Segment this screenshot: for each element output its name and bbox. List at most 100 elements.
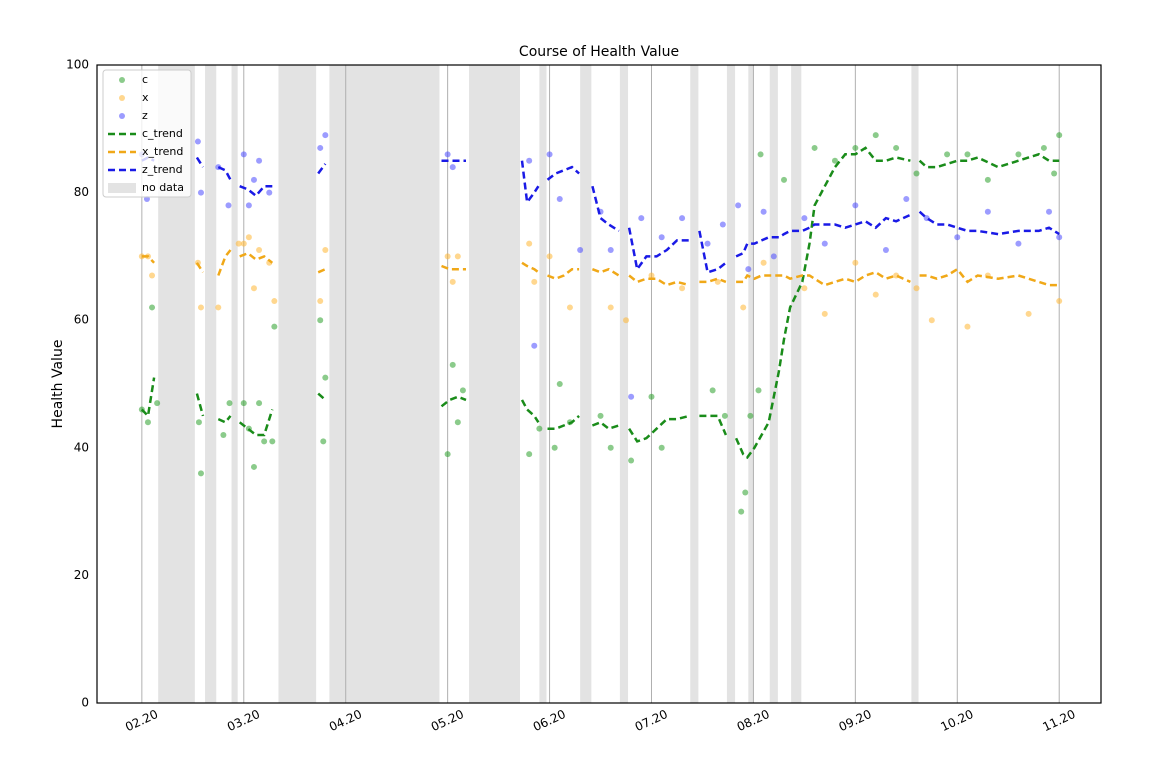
point <box>197 470 204 477</box>
plot-frame <box>96 64 1102 704</box>
point <box>551 444 558 451</box>
legend-marker <box>119 77 125 83</box>
point <box>1056 298 1063 305</box>
legend-label: c <box>142 73 148 86</box>
point <box>607 444 614 451</box>
point <box>882 247 889 254</box>
point <box>740 304 747 311</box>
point <box>245 234 252 241</box>
point <box>628 393 635 400</box>
point <box>852 202 859 209</box>
point <box>444 451 451 458</box>
point <box>266 189 273 196</box>
legend-marker <box>119 95 125 101</box>
point <box>738 508 745 515</box>
point <box>240 151 247 158</box>
x-tick-label: 02.20 <box>123 707 160 734</box>
no-data-span <box>690 65 699 703</box>
point <box>195 419 202 426</box>
point <box>801 215 808 222</box>
point <box>893 144 900 151</box>
point <box>658 444 665 451</box>
point <box>944 151 951 158</box>
no-data-span <box>539 65 547 703</box>
point <box>597 412 604 419</box>
point <box>250 176 257 183</box>
point <box>852 144 859 151</box>
point <box>556 381 563 387</box>
y-tick-label: 40 <box>74 440 89 454</box>
no-data-span <box>329 65 440 703</box>
point <box>679 285 686 292</box>
point <box>317 317 324 324</box>
point <box>444 151 451 158</box>
no-data-span <box>726 65 736 703</box>
point <box>235 240 242 247</box>
point <box>1015 240 1022 247</box>
point <box>454 419 461 426</box>
point <box>607 304 614 311</box>
point <box>245 202 252 209</box>
x-tick-label: 06.20 <box>531 707 568 734</box>
point <box>747 412 754 419</box>
point <box>526 240 533 247</box>
y-tick-label: 0 <box>81 696 89 710</box>
point <box>721 412 728 419</box>
point <box>984 208 991 215</box>
legend-label: x <box>142 91 149 104</box>
point <box>154 400 161 407</box>
point <box>821 240 828 247</box>
point <box>577 247 584 254</box>
y-tick-label: 20 <box>74 568 89 582</box>
point <box>770 253 777 260</box>
point <box>317 298 324 305</box>
legend-label: z_trend <box>142 163 183 176</box>
point <box>322 132 329 139</box>
no-data-span <box>580 65 592 703</box>
point <box>638 215 645 222</box>
y-tick-label: 80 <box>74 185 89 199</box>
y-tick-label: 60 <box>74 313 89 327</box>
point <box>623 317 630 324</box>
point <box>317 144 324 151</box>
point <box>1025 310 1032 317</box>
point <box>531 278 538 285</box>
point <box>1051 170 1058 177</box>
x-tick-label: 07.20 <box>633 707 670 734</box>
point <box>149 272 156 279</box>
point <box>526 451 533 458</box>
no-data-span <box>469 65 521 703</box>
point <box>709 387 716 394</box>
point <box>194 138 201 145</box>
point <box>852 259 859 266</box>
point <box>801 285 808 292</box>
point <box>964 323 971 330</box>
point <box>197 304 204 311</box>
point <box>566 304 573 311</box>
point <box>256 247 263 254</box>
point <box>872 132 879 139</box>
point <box>197 189 204 196</box>
point <box>250 463 257 470</box>
point <box>1056 132 1063 139</box>
point <box>872 291 879 298</box>
legend-label: x_trend <box>142 145 183 158</box>
x-tick-label: 11.20 <box>1040 707 1077 734</box>
point <box>1056 234 1063 241</box>
legend-marker <box>108 183 136 193</box>
trend-line <box>141 249 1060 287</box>
point <box>831 157 838 164</box>
no-data-span <box>769 65 778 703</box>
point <box>658 234 665 241</box>
point <box>781 176 788 183</box>
point <box>269 438 276 445</box>
point <box>546 253 553 260</box>
point <box>144 419 151 426</box>
x-tick-label: 05.20 <box>429 707 466 734</box>
point <box>536 425 543 432</box>
trend-line <box>140 146 1060 460</box>
legend-label: c_trend <box>142 127 183 140</box>
point <box>449 361 456 368</box>
